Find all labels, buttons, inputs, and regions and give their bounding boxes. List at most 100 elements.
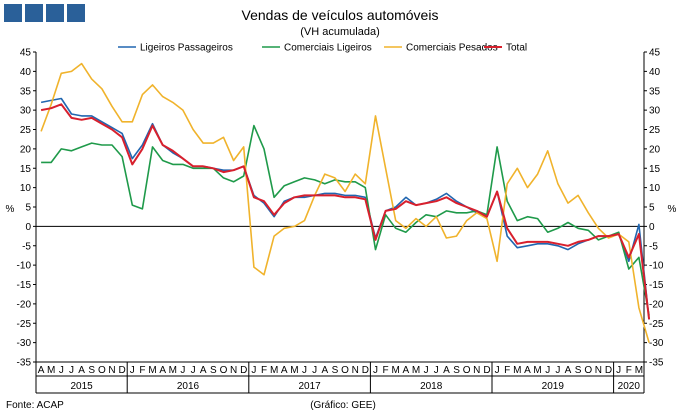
y-tick-label-left: 45 <box>20 48 32 59</box>
month-label: A <box>443 365 450 376</box>
month-label: A <box>38 365 45 376</box>
y-tick-label-left: -5 <box>22 241 31 252</box>
month-label: J <box>180 365 185 376</box>
month-label: J <box>130 365 135 376</box>
month-label: F <box>383 365 389 376</box>
y-tick-label-right: -10 <box>649 261 664 272</box>
month-label: J <box>434 365 439 376</box>
month-label: F <box>139 365 145 376</box>
logo-square <box>4 4 22 22</box>
year-label: 2016 <box>177 381 200 392</box>
month-label: A <box>565 365 572 376</box>
month-label: S <box>210 365 217 376</box>
y-tick-label-right: -35 <box>649 358 664 369</box>
month-label: A <box>159 365 166 376</box>
month-label: J <box>191 365 196 376</box>
month-label: M <box>47 365 55 376</box>
month-label: M <box>270 365 278 376</box>
month-label: J <box>373 365 378 376</box>
y-tick-label-right: -15 <box>649 280 664 291</box>
month-label: A <box>524 365 531 376</box>
legend-label: Comerciais Ligeiros <box>284 43 372 54</box>
y-tick-label-left: -25 <box>17 319 32 330</box>
month-label: M <box>169 365 177 376</box>
legend-label: Ligeiros Passageiros <box>140 43 233 54</box>
y-tick-label-left: -20 <box>17 299 32 310</box>
plot-area: -35 -35 -30 -30 -25 -25 -20 -20 -15 -15 -10 -10 -5 -5… <box>17 48 664 394</box>
month-label: J <box>302 365 307 376</box>
logo-square <box>67 4 85 22</box>
month-label: O <box>463 365 471 376</box>
y-tick-label-right: 15 <box>649 164 661 175</box>
y-tick-label-left: 15 <box>20 164 32 175</box>
y-axis-label-right: % <box>668 204 677 215</box>
y-tick-label-right: 5 <box>649 203 655 214</box>
month-label: M <box>148 365 156 376</box>
footer-credit: (Gráfico: GEE) <box>310 400 376 411</box>
year-label: 2020 <box>618 381 641 392</box>
y-tick-label-right: 30 <box>649 106 661 117</box>
series-line-comerciais-ligeiros <box>41 124 650 316</box>
month-label: J <box>616 365 621 376</box>
month-label: J <box>59 365 64 376</box>
month-label: M <box>412 365 420 376</box>
legend-label: Comerciais Pesados <box>406 43 498 54</box>
year-label: 2017 <box>298 381 321 392</box>
y-tick-label-left: 10 <box>20 183 32 194</box>
month-label: S <box>332 365 339 376</box>
month-label: N <box>352 365 359 376</box>
month-label: N <box>108 365 115 376</box>
legend-label: Total <box>506 43 527 54</box>
y-tick-label-left: 25 <box>20 125 32 136</box>
month-label: J <box>251 365 256 376</box>
month-label: D <box>119 365 126 376</box>
logo-square <box>46 4 64 22</box>
month-label: M <box>533 365 541 376</box>
chart-title: Vendas de veículos automóveis <box>242 7 439 23</box>
month-label: D <box>240 365 247 376</box>
y-tick-label-right: 40 <box>649 67 661 78</box>
y-tick-label-right: -5 <box>649 241 658 252</box>
month-label: O <box>341 365 349 376</box>
month-label: N <box>473 365 480 376</box>
month-label: M <box>635 365 643 376</box>
month-label: F <box>626 365 632 376</box>
month-label: J <box>424 365 429 376</box>
y-tick-label-left: -30 <box>17 338 32 349</box>
y-tick-label-left: -35 <box>17 358 32 369</box>
month-label: M <box>513 365 521 376</box>
series-line-ligeiros-passageiros <box>40 97 650 320</box>
month-label: A <box>200 365 207 376</box>
legend: Ligeiros Passageiros Comerciais Ligeiros C… <box>118 43 527 54</box>
y-tick-label-right: -30 <box>649 338 664 349</box>
month-label: A <box>321 365 328 376</box>
month-label: D <box>362 365 369 376</box>
y-tick-label-right: -20 <box>649 299 664 310</box>
month-label: O <box>98 365 106 376</box>
month-label: J <box>555 365 560 376</box>
month-label: A <box>403 365 410 376</box>
month-label: N <box>230 365 237 376</box>
y-tick-label-right: 35 <box>649 86 661 97</box>
y-tick-label-left: 40 <box>20 67 32 78</box>
year-label: 2019 <box>542 381 565 392</box>
month-label: M <box>290 365 298 376</box>
y-tick-label-left: 5 <box>25 203 31 214</box>
y-axis-label-left: % <box>6 204 15 215</box>
month-label: S <box>453 365 460 376</box>
y-tick-label-right: 0 <box>649 222 655 233</box>
y-tick-label-right: 10 <box>649 183 661 194</box>
y-tick-label-right: 25 <box>649 125 661 136</box>
logo-square <box>25 4 43 22</box>
y-tick-label-right: -25 <box>649 319 664 330</box>
y-tick-label-left: -10 <box>17 261 32 272</box>
month-label: S <box>575 365 582 376</box>
month-label: N <box>595 365 602 376</box>
y-tick-label-left: 35 <box>20 86 32 97</box>
month-label: J <box>69 365 74 376</box>
month-label: M <box>392 365 400 376</box>
month-label: S <box>88 365 95 376</box>
month-label: J <box>545 365 550 376</box>
y-tick-label-left: 20 <box>20 144 32 155</box>
